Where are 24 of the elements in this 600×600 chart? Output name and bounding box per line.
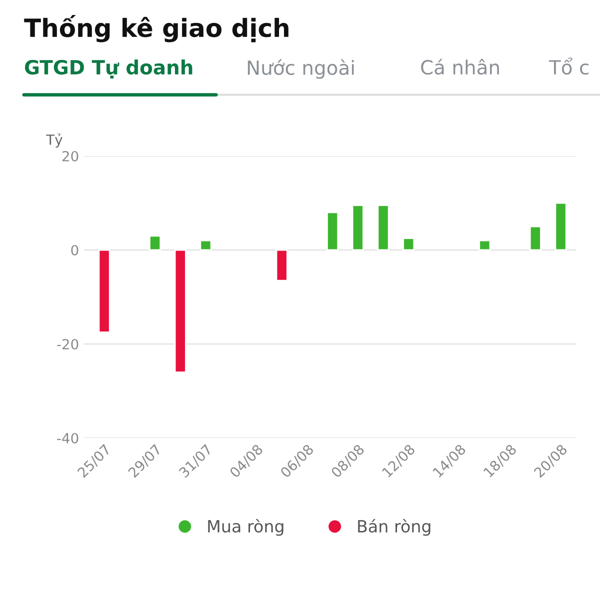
legend-label: Mua ròng (208, 519, 284, 536)
y-axis-title: Tỷ (46, 133, 62, 148)
bar (402, 238, 415, 251)
text: Nước ngoài (248, 59, 354, 79)
chart-title: Thống kê giao dịch (24, 15, 288, 42)
text: Tổ c (548, 58, 588, 75)
bar (529, 226, 542, 251)
y-tick-label: 0 (71, 244, 78, 256)
text: GTGD Tự doanh (24, 60, 192, 78)
bar (326, 212, 339, 251)
y-tick-label: 20 (62, 150, 78, 162)
bar (174, 249, 186, 373)
bar (98, 249, 110, 333)
bar (200, 240, 212, 251)
bar (377, 204, 390, 251)
bar (276, 249, 288, 282)
y-tick-label: -20 (57, 338, 78, 350)
y-tick-label: -40 (57, 432, 78, 444)
bar (478, 240, 491, 251)
bar (148, 235, 162, 251)
legend-label: Bán ròng (358, 519, 430, 536)
bar (554, 202, 567, 251)
bar (352, 204, 364, 251)
text: Cá nhân (421, 58, 499, 75)
